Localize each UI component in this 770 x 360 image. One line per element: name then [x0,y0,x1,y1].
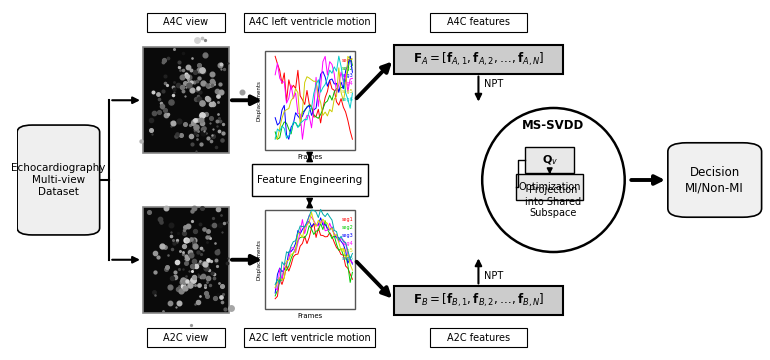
Bar [265,210,355,309]
Text: seg4: seg4 [342,240,354,246]
Text: seg4: seg4 [342,81,354,86]
FancyBboxPatch shape [146,13,226,32]
Text: A4C left ventricle motion: A4C left ventricle motion [249,17,370,27]
Ellipse shape [482,108,624,252]
Text: seg1: seg1 [342,217,354,222]
Bar [142,47,229,153]
Text: Displacements: Displacements [256,80,261,121]
Text: $\mathbf{Q}_{v}$: $\mathbf{Q}_{v}$ [541,153,557,167]
Text: Frames: Frames [297,314,323,319]
FancyBboxPatch shape [394,286,563,315]
Text: seg6: seg6 [342,97,354,102]
Text: seg5: seg5 [342,248,354,253]
Text: seg2: seg2 [342,66,354,71]
FancyBboxPatch shape [244,328,375,347]
Text: Projection
into Shared
Subspace: Projection into Shared Subspace [525,185,581,218]
Text: seg3: seg3 [342,73,354,78]
FancyBboxPatch shape [146,328,226,347]
Text: A4C features: A4C features [447,17,510,27]
FancyBboxPatch shape [525,147,574,172]
Text: Echocardiography
Multi-view
Dataset: Echocardiography Multi-view Dataset [12,163,105,197]
FancyBboxPatch shape [394,45,563,74]
Text: seg1: seg1 [342,58,354,63]
Text: Decision
MI/Non-MI: Decision MI/Non-MI [685,166,744,194]
FancyBboxPatch shape [430,13,527,32]
FancyBboxPatch shape [244,13,375,32]
Text: Frames: Frames [297,154,323,160]
Bar [142,207,229,313]
FancyBboxPatch shape [17,125,99,235]
Text: A2C features: A2C features [447,333,510,343]
Text: Optimization: Optimization [518,182,581,192]
Text: A2C left ventricle motion: A2C left ventricle motion [249,333,370,343]
FancyBboxPatch shape [668,143,762,217]
Text: A4C view: A4C view [163,17,209,27]
Text: NPT: NPT [484,79,504,89]
Text: Displacements: Displacements [256,239,261,280]
FancyBboxPatch shape [430,328,527,347]
Text: $\mathbf{F}_B = [\mathbf{f}_{B,1}, \mathbf{f}_{B,2}, \ldots, \mathbf{f}_{B,N}]$: $\mathbf{F}_B = [\mathbf{f}_{B,1}, \math… [413,292,544,309]
Text: MS-SVDD: MS-SVDD [522,120,584,132]
Text: A2C view: A2C view [163,333,209,343]
Text: $\mathbf{F}_A = [\mathbf{f}_{A,1}, \mathbf{f}_{A,2}, \ldots, \mathbf{f}_{A,N}]$: $\mathbf{F}_A = [\mathbf{f}_{A,1}, \math… [413,51,544,68]
Text: NPT: NPT [484,271,504,281]
Text: seg2: seg2 [342,225,354,230]
Text: Feature Engineering: Feature Engineering [257,175,363,185]
FancyBboxPatch shape [252,164,368,196]
Text: seg6: seg6 [342,256,354,261]
Text: seg3: seg3 [342,233,354,238]
FancyBboxPatch shape [516,174,584,200]
Bar [265,51,355,150]
Text: seg5: seg5 [342,89,354,94]
